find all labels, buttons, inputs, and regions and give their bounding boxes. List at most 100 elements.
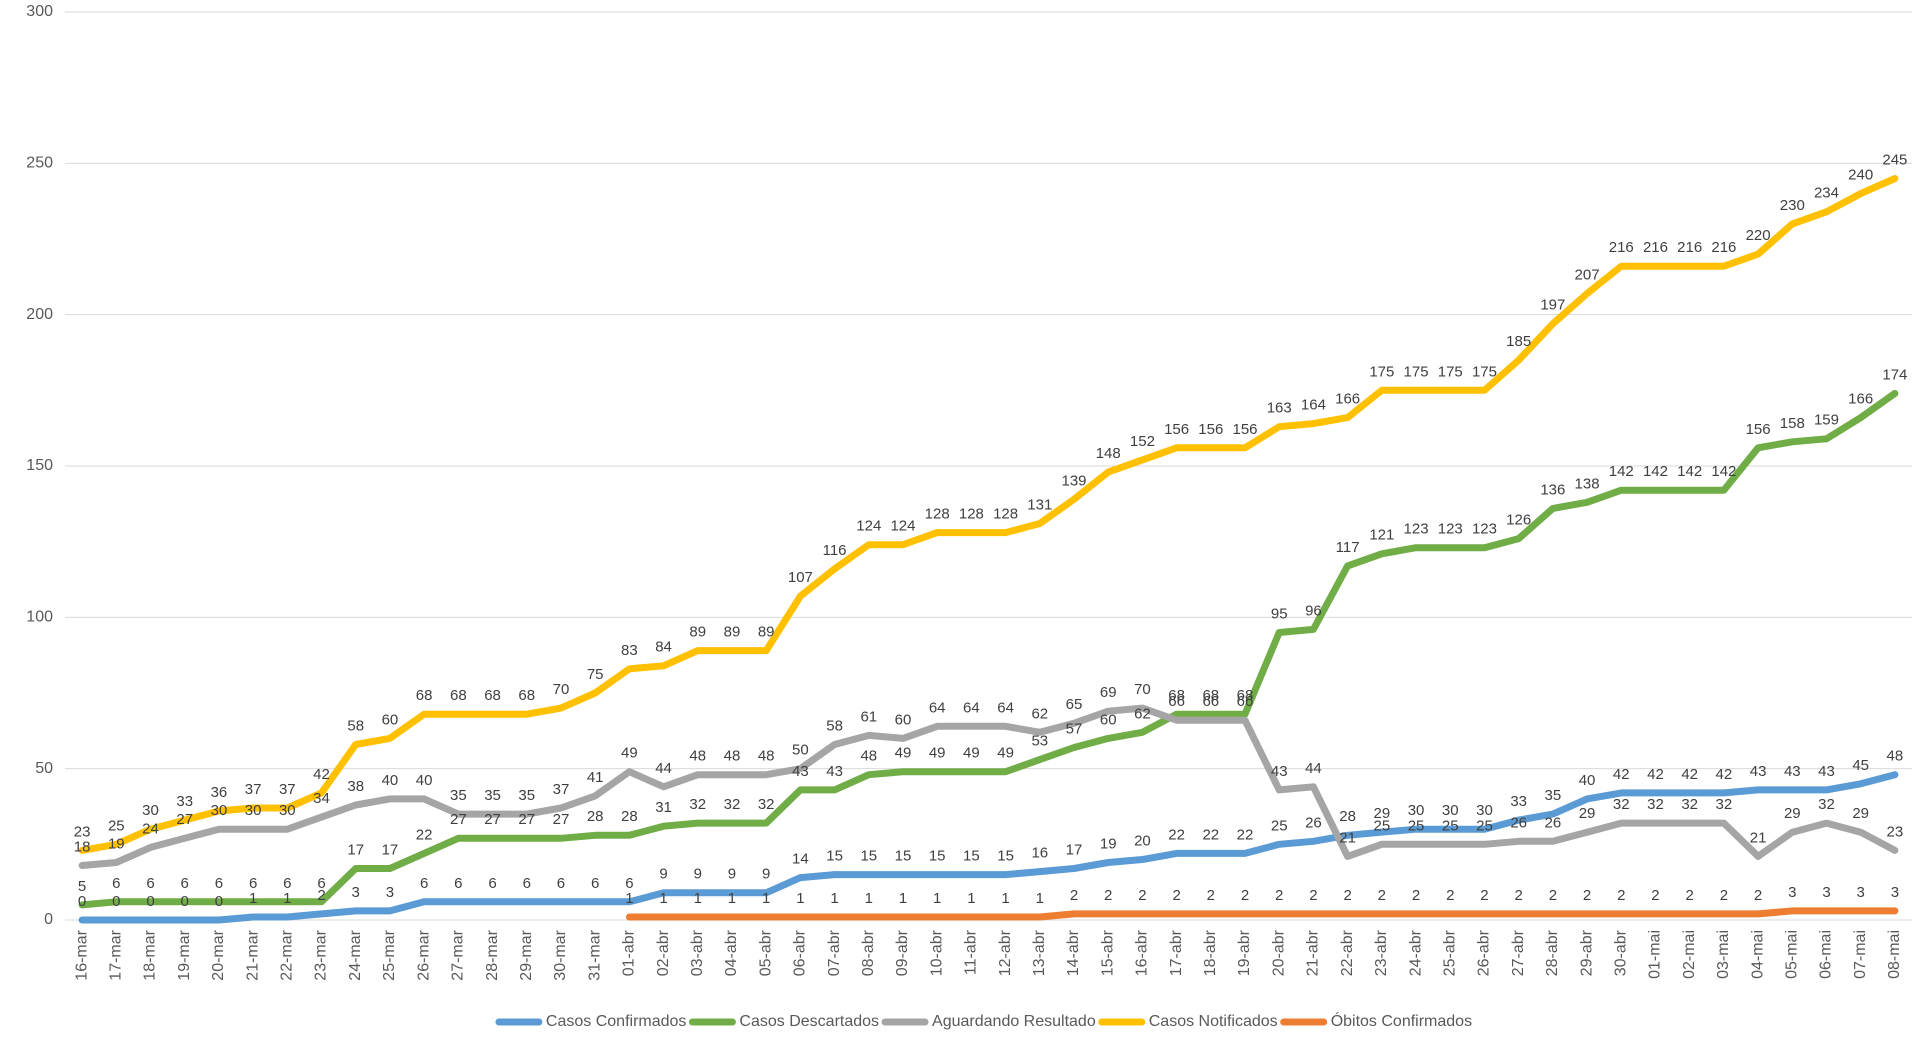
data-label: 6 <box>283 875 291 892</box>
data-label: 2 <box>1343 887 1351 904</box>
data-label: 230 <box>1780 197 1805 214</box>
data-label: 37 <box>279 781 296 798</box>
data-label: 49 <box>963 745 980 762</box>
data-label: 30 <box>245 802 262 819</box>
data-label: 42 <box>1681 766 1698 783</box>
x-tick-label: 22-abr <box>1339 929 1356 976</box>
data-label: 17 <box>1066 842 1083 859</box>
data-label: 68 <box>416 687 433 704</box>
x-tick-label: 04-mai <box>1749 930 1766 979</box>
data-label: 15 <box>826 848 843 865</box>
data-label: 1 <box>625 890 633 907</box>
x-tick-label: 29-mar <box>518 929 535 980</box>
data-label: 32 <box>758 796 775 813</box>
data-label: 185 <box>1506 333 1531 350</box>
data-label: 175 <box>1438 363 1463 380</box>
data-label: 48 <box>758 748 775 765</box>
data-label: 123 <box>1438 521 1463 538</box>
data-label: 2 <box>1138 887 1146 904</box>
data-label: 30 <box>1408 802 1425 819</box>
x-tick-label: 04-abr <box>723 929 740 976</box>
data-label: 2 <box>1480 887 1488 904</box>
data-label: 23 <box>1887 823 1904 840</box>
data-label: 61 <box>860 708 877 725</box>
data-label: 15 <box>929 848 946 865</box>
data-label: 0 <box>146 893 154 910</box>
data-label: 21 <box>1750 829 1767 846</box>
x-tick-label: 25-abr <box>1441 929 1458 976</box>
data-label: 2 <box>1720 887 1728 904</box>
x-tick-label: 10-abr <box>928 929 945 976</box>
data-label: 158 <box>1780 415 1805 432</box>
x-tick-label: 16-mar <box>73 929 90 980</box>
data-label: 121 <box>1369 527 1394 544</box>
data-label: 28 <box>621 808 638 825</box>
data-label: 17 <box>347 842 364 859</box>
data-label: 2 <box>1754 887 1762 904</box>
data-label: 9 <box>694 866 702 883</box>
x-tick-label: 12-abr <box>997 929 1014 976</box>
data-label: 156 <box>1198 421 1223 438</box>
data-label: 29 <box>1852 805 1869 822</box>
data-label: 9 <box>762 866 770 883</box>
data-label: 216 <box>1643 239 1668 256</box>
data-label: 3 <box>352 884 360 901</box>
data-label: 3 <box>1822 884 1830 901</box>
data-label: 0 <box>181 893 189 910</box>
data-label: 96 <box>1305 602 1322 619</box>
data-label: 38 <box>347 778 364 795</box>
data-label: 175 <box>1472 363 1497 380</box>
data-label: 5 <box>78 878 86 895</box>
data-label: 43 <box>826 763 843 780</box>
data-label: 22 <box>1237 826 1254 843</box>
data-label: 40 <box>1579 772 1596 789</box>
x-tick-label: 03-abr <box>689 929 706 976</box>
data-label: 152 <box>1130 433 1155 450</box>
x-tick-label: 14-abr <box>1065 929 1082 976</box>
data-label: 25 <box>1442 817 1459 834</box>
data-label: 6 <box>420 875 428 892</box>
y-tick-label: 50 <box>35 760 53 777</box>
data-label: 15 <box>860 848 877 865</box>
data-label: 6 <box>625 875 633 892</box>
data-label: 64 <box>929 699 946 716</box>
data-label: 28 <box>587 808 604 825</box>
data-label: 26 <box>1305 814 1322 831</box>
data-label: 19 <box>1100 835 1117 852</box>
data-label: 1 <box>694 890 702 907</box>
data-label: 68 <box>1237 687 1254 704</box>
data-label: 2 <box>1583 887 1591 904</box>
data-label: 6 <box>523 875 531 892</box>
data-label: 6 <box>454 875 462 892</box>
data-label: 57 <box>1066 720 1083 737</box>
data-label: 1 <box>659 890 667 907</box>
x-tick-label: 21-mar <box>244 929 261 980</box>
data-label: 29 <box>1579 805 1596 822</box>
data-label: 123 <box>1404 521 1429 538</box>
data-label: 35 <box>518 787 535 804</box>
data-label: 2 <box>317 887 325 904</box>
x-tick-label: 30-mar <box>552 929 569 980</box>
data-label: 60 <box>895 711 912 728</box>
data-label: 138 <box>1575 475 1600 492</box>
data-label: 6 <box>591 875 599 892</box>
data-label: 33 <box>176 793 193 810</box>
data-label: 156 <box>1233 421 1258 438</box>
data-label: 6 <box>112 875 120 892</box>
series-line <box>78 771 1899 924</box>
legend-label: Casos Notificados <box>1149 1013 1278 1030</box>
data-label: 66 <box>1202 693 1219 710</box>
data-label: 1 <box>796 890 804 907</box>
data-label: 60 <box>1100 711 1117 728</box>
data-label: 64 <box>963 699 980 716</box>
data-label: 142 <box>1643 463 1668 480</box>
x-tick-label: 26-abr <box>1476 929 1493 976</box>
data-label: 216 <box>1609 239 1634 256</box>
data-label: 128 <box>959 506 984 523</box>
data-label: 48 <box>860 748 877 765</box>
x-tick-label: 28-mar <box>484 929 501 980</box>
data-label: 30 <box>279 802 296 819</box>
y-tick-label: 200 <box>26 306 53 323</box>
